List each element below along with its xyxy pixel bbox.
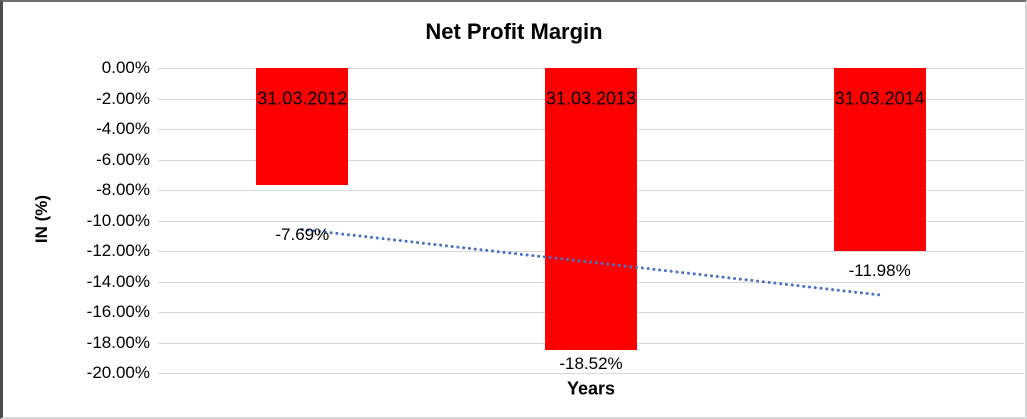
y-tick-label: -12.00% (86, 241, 150, 260)
y-tick-label: -6.00% (96, 149, 150, 169)
y-tick-label: -2.00% (96, 88, 150, 108)
y-tick-label: -4.00% (96, 119, 150, 138)
chart-title: Net Profit Margin (425, 19, 603, 44)
x-axis-title: Years (566, 378, 616, 399)
y-tick-label: -14.00% (86, 271, 150, 291)
category-label: 31.03.2014 (834, 88, 925, 108)
bar-31.03.2012 (256, 68, 349, 186)
y-tick-label: -18.00% (86, 332, 150, 352)
data-label: -11.98% (848, 260, 911, 280)
category-label: 31.03.2013 (545, 88, 637, 108)
bar-31.03.2013 (545, 68, 637, 351)
y-tick-label: -20.00% (86, 363, 150, 382)
y-tick-label: -8.00% (96, 180, 150, 199)
gridline (158, 373, 1024, 374)
y-tick-label: -10.00% (86, 210, 150, 230)
y-tick-label: -16.00% (86, 302, 150, 321)
data-label: -18.52% (559, 353, 623, 373)
y-tick-label: 0.00% (101, 58, 150, 77)
data-label: -7.69% (275, 224, 330, 244)
category-label: 31.03.2012 (257, 88, 348, 108)
bar-31.03.2014 (833, 68, 926, 251)
